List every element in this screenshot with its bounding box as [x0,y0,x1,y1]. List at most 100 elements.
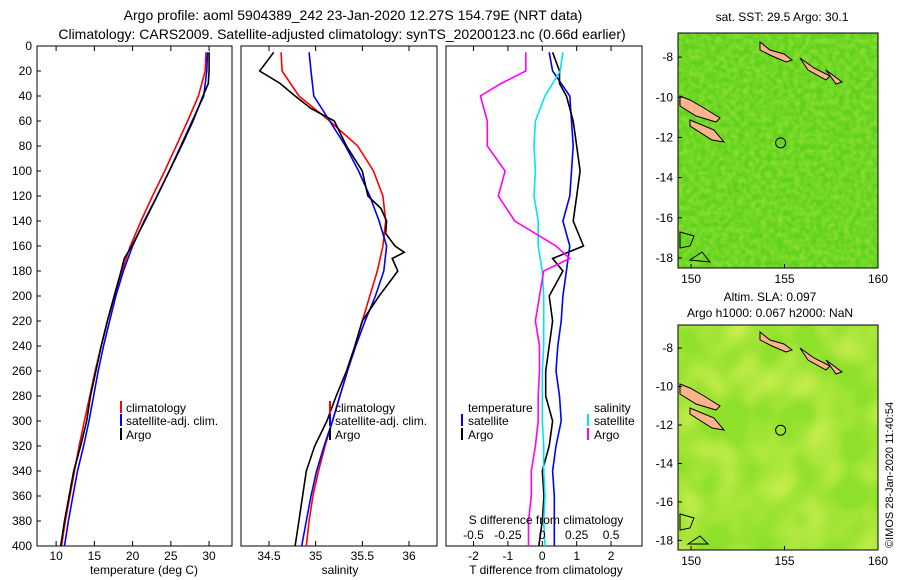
sst-map-coast-west [679,95,726,143]
x-tick-label: 35.5 [351,549,375,563]
map-y-tick-label: -12 [656,130,674,144]
depth-tick-label: 380 [12,514,32,528]
depth-tick-label: 220 [12,314,32,328]
temperature-difference-legend: temperature satellite Argo [461,401,533,442]
series-line-argo [258,51,406,547]
map-y-tick-label: -10 [656,90,674,104]
salinity-x-axis: 34.5 35 35.5 36 [257,46,416,563]
map-x-tick-label: 150 [681,272,701,286]
sst-map-texture [678,33,878,268]
map-y-tick-label: -18 [656,251,674,265]
legend-temperature-title: temperature [468,401,533,415]
salinity-axes-frame [240,45,438,547]
map-x-tick-label: 160 [868,272,888,286]
s-tick-label: 0.25 [565,528,589,542]
legend-climatology-label: climatology [126,401,186,415]
x-tick-label: 10 [49,549,63,563]
temperature-x-label: temperature (deg C) [90,563,198,577]
sst-map-axes: 150 155 160 -8 -10 -12 -14 -16 -18 [656,50,889,286]
depth-tick-label: 120 [12,189,32,203]
map-y-tick-label: -8 [662,50,673,64]
x-tick-label: 25 [164,549,178,563]
sst-map: sat. SST: 29.5 Argo: 30.1 150 155 160 -8 -10… [656,10,889,286]
depth-tick-label: 40 [19,89,33,103]
sst-map-coast-north [759,40,844,85]
depth-tick-label: 300 [12,414,32,428]
legend-s-satellite-label: satellite [594,414,635,428]
s-difference-label: S difference from climatology [469,513,624,527]
figure-title-line1: Argo profile: aoml 5904389_242 23-Jan-20… [124,7,583,23]
sla-map-axes: 150 155 160 -8 -10 -12 -14 -16 -18 [656,341,889,568]
x-tick-label: 2 [608,549,615,563]
depth-tick-label: 340 [12,464,32,478]
sla-map-frame [677,324,879,551]
map-y-tick-label: -16 [656,211,674,225]
legend-t-argo-label: Argo [468,428,494,442]
depth-axis: 0 20 40 60 80 100 120 140 160 180 200 220 240 260 280 3… [12,39,41,553]
map-y-tick-label: -12 [656,418,674,432]
x-tick-label: 15 [88,549,102,563]
sla-map-title: Altim. SLA: 0.097 [724,290,817,304]
t-difference-x-label: T difference from climatology [469,563,623,577]
sla-map-texture [678,325,878,550]
x-tick-label: 34.5 [257,549,281,563]
depth-tick-label: 260 [12,364,32,378]
figure-title-line2: Climatology: CARS2009. Satellite-adjuste… [58,26,625,42]
s-tick-label: -0.25 [494,528,522,542]
series-line-temperature-satellite [548,52,575,546]
t-difference-x-axis: -2 -1 0 1 2 [468,46,615,563]
legend-argo-label: Argo [126,428,152,442]
sla-map-coast-north [759,330,844,375]
depth-tick-label: 280 [12,389,32,403]
sst-map-coast-south [679,231,712,263]
depth-tick-label: 140 [12,214,32,228]
map-x-tick-label: 155 [775,554,795,568]
x-tick-label: 30 [202,549,216,563]
salinity-legend: climatology satellite-adj. clim. Argo [329,401,427,442]
sla-argo-marker [775,424,787,436]
sst-argo-marker [775,137,787,149]
sla-map: Altim. SLA: 0.097 Argo h1000: 0.067 h200… [656,290,889,568]
series-line-salinity-satellite [533,52,564,547]
salinity-x-label: salinity [322,563,359,577]
map-x-tick-label: 160 [868,554,888,568]
depth-tick-label: 400 [12,539,32,553]
map-y-tick-label: -18 [656,533,674,547]
depth-tick-label: 240 [12,339,32,353]
series-line-salinity-argo [479,52,572,546]
map-y-tick-label: -16 [656,495,674,509]
depth-tick-label: 200 [12,289,32,303]
map-y-tick-label: -10 [656,380,674,394]
s-difference-x-axis: -0.5 -0.25 0 0.25 0.5 [463,528,620,542]
s-tick-label: 0.5 [603,528,620,542]
x-tick-label: -2 [468,549,479,563]
map-y-tick-label: -14 [656,456,674,470]
map-y-tick-label: -8 [662,341,673,355]
s-tick-label: -0.5 [463,528,484,542]
sla-map-coast-south [679,513,710,545]
depth-tick-label: 160 [12,239,32,253]
sal-legend-satellite-label: satellite-adj. clim. [335,414,427,428]
depth-tick-label: 180 [12,264,32,278]
x-tick-label: 35 [309,549,323,563]
x-tick-label: -1 [503,549,514,563]
depth-tick-label: 100 [12,164,32,178]
sal-legend-argo-label: Argo [335,428,361,442]
map-x-tick-label: 155 [775,272,795,286]
depth-tick-label: 20 [19,64,33,78]
legend-s-argo-label: Argo [594,428,620,442]
depth-tick-label: 80 [19,139,33,153]
legend-satellite-label: satellite-adj. clim. [126,414,218,428]
x-tick-label: 1 [573,549,580,563]
salinity-panel: 34.5 35 35.5 36 salinity climatology satell… [240,45,438,577]
temperature-axes-frame [36,45,233,547]
map-y-tick-label: -14 [656,171,674,185]
difference-panel: -2 -1 0 1 2 -0.5 -0.25 0 0.25 0.5 S difference f… [445,45,643,577]
sst-map-title: sat. SST: 29.5 Argo: 30.1 [716,10,849,24]
imos-credit: ©IMOS 28-Jan-2020 11:40:54 [884,402,896,548]
x-tick-label: 0 [539,549,546,563]
sla-map-subtitle: Argo h1000: 0.067 h2000: NaN [687,306,853,320]
legend-t-satellite-label: satellite [468,414,509,428]
legend-salinity-title: salinity [594,401,631,415]
